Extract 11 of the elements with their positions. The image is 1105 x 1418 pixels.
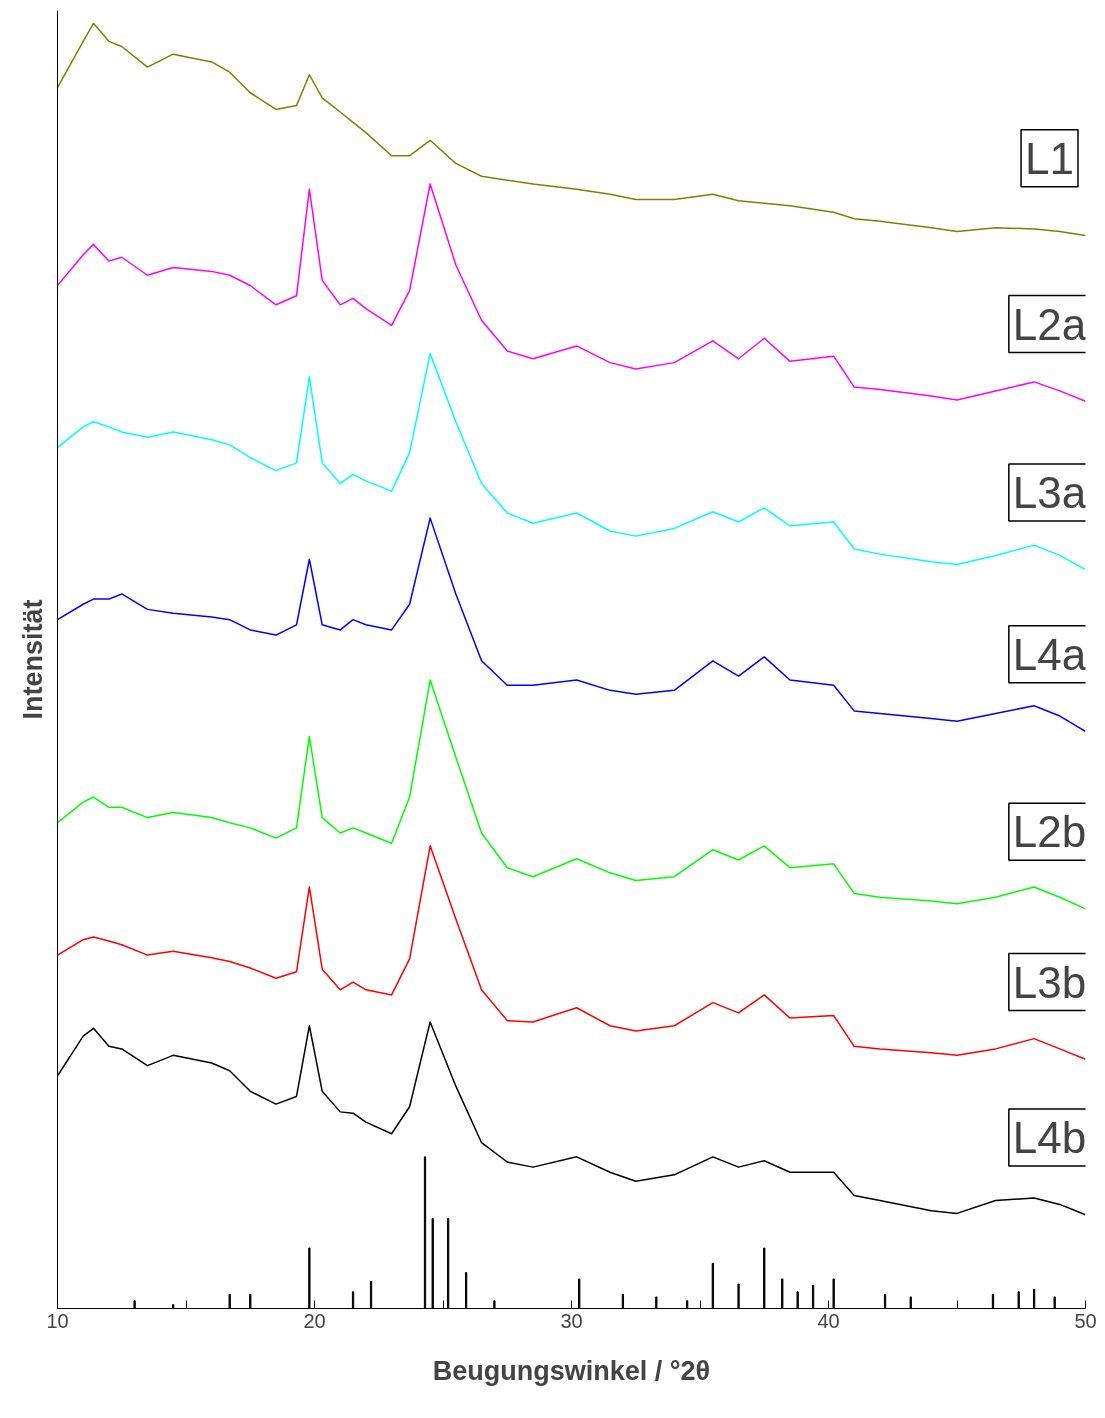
series-label: L4b bbox=[1012, 1113, 1087, 1163]
x-tick-label: 30 bbox=[560, 1309, 583, 1332]
series-label: L1 bbox=[1025, 133, 1074, 183]
x-axis-title: Beugungswinkel / °2θ bbox=[432, 1355, 711, 1386]
series-label: L3b bbox=[1012, 957, 1087, 1007]
series-label: L2b bbox=[1012, 807, 1087, 857]
x-tick-label: 10 bbox=[46, 1309, 69, 1332]
y-axis-title: Intensität bbox=[17, 599, 48, 720]
x-tick-label: 40 bbox=[817, 1309, 840, 1332]
x-tick-label: 50 bbox=[1074, 1309, 1097, 1332]
x-tick-label: 20 bbox=[303, 1309, 326, 1332]
